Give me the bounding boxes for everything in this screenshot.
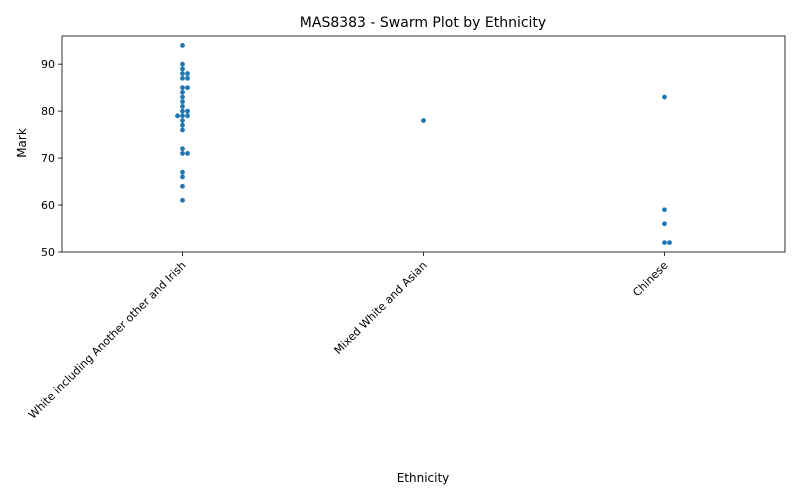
y-tick-label: 90 bbox=[41, 58, 55, 71]
data-point bbox=[185, 150, 190, 156]
y-tick-label: 70 bbox=[41, 152, 55, 165]
points-layer bbox=[175, 42, 672, 246]
data-point bbox=[180, 146, 185, 152]
x-axis-label: Ethnicity bbox=[397, 471, 450, 485]
data-point bbox=[180, 85, 185, 91]
data-point bbox=[185, 108, 190, 114]
y-tick-label: 50 bbox=[41, 246, 55, 259]
data-point bbox=[662, 240, 667, 246]
data-point bbox=[180, 122, 185, 128]
data-point bbox=[662, 221, 667, 227]
data-point bbox=[180, 42, 185, 48]
data-point bbox=[180, 127, 185, 133]
data-point bbox=[180, 169, 185, 175]
data-point bbox=[421, 118, 426, 123]
data-point bbox=[185, 85, 190, 91]
data-point bbox=[180, 66, 185, 72]
y-axis-label: Mark bbox=[15, 128, 29, 158]
data-point bbox=[667, 240, 672, 246]
data-point bbox=[175, 113, 180, 119]
data-point bbox=[662, 207, 667, 213]
data-point bbox=[180, 113, 185, 119]
data-point bbox=[180, 183, 185, 189]
data-point bbox=[180, 108, 185, 114]
y-tick-label: 80 bbox=[41, 105, 55, 118]
y-tick-label: 60 bbox=[41, 199, 55, 212]
data-point bbox=[180, 197, 185, 203]
data-point bbox=[180, 61, 185, 67]
data-point bbox=[180, 89, 185, 95]
data-point bbox=[180, 99, 185, 105]
data-point bbox=[185, 71, 190, 76]
data-point bbox=[180, 75, 185, 81]
data-point bbox=[180, 118, 185, 123]
data-point bbox=[185, 113, 190, 119]
data-point bbox=[180, 94, 185, 100]
data-point bbox=[180, 174, 185, 180]
data-point bbox=[180, 104, 185, 109]
data-point bbox=[185, 75, 190, 81]
chart-title: MAS8383 - Swarm Plot by Ethnicity bbox=[300, 15, 546, 31]
data-point bbox=[180, 71, 185, 76]
data-point bbox=[180, 150, 185, 156]
data-point bbox=[662, 94, 667, 100]
